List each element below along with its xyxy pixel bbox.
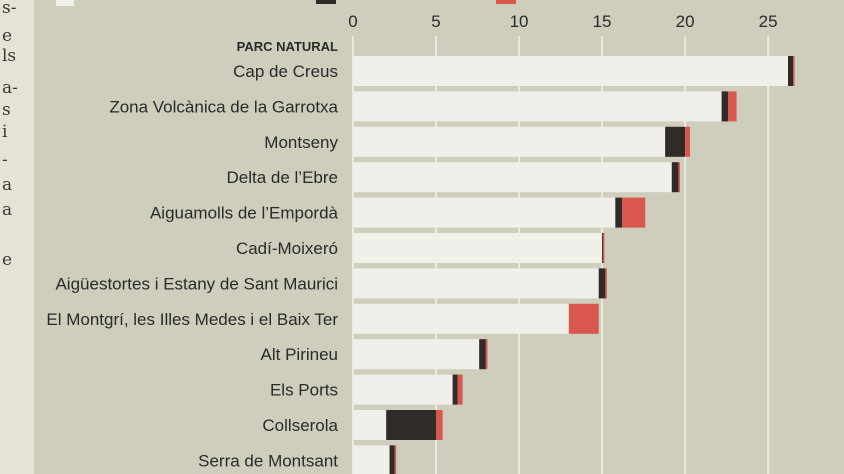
legend-swatch-light xyxy=(56,0,74,6)
legend-strip xyxy=(34,0,824,8)
left-text-column: s- e ls a- s i - a a e xyxy=(0,0,34,474)
bar-segment-dark xyxy=(479,339,486,370)
bar-segment-light xyxy=(353,126,666,157)
legend-swatch-red xyxy=(496,0,516,4)
x-tick-label: 5 xyxy=(431,12,440,31)
bar-segment-light xyxy=(353,410,387,440)
bar-segment-red xyxy=(605,268,607,299)
left-text-fragment: e xyxy=(2,250,13,270)
bar-segment-red xyxy=(457,374,463,405)
category-label: El Montgrí, les Illes Medes i el Baix Te… xyxy=(46,310,338,329)
bar-segment-red xyxy=(678,162,680,193)
category-header: PARC NATURAL xyxy=(237,39,338,54)
left-text-fragment: s- xyxy=(2,0,17,18)
left-text-fragment: - xyxy=(2,150,8,170)
bar-segment-dark xyxy=(602,233,604,263)
category-label: Aigüestortes i Estany de Sant Maurici xyxy=(55,274,338,293)
category-label: Els Ports xyxy=(270,381,338,400)
left-text-fragment: ls xyxy=(2,46,17,66)
bar-segment-dark xyxy=(389,445,395,474)
bar-segment-light xyxy=(353,339,480,370)
bar-segment-dark xyxy=(615,197,622,228)
bar-segment-dark xyxy=(598,268,606,299)
bar-segment-red xyxy=(485,339,488,370)
bar-segment-light xyxy=(353,197,616,228)
bar-segment-red xyxy=(568,303,599,334)
category-label: Cadí-Moixeró xyxy=(236,239,338,258)
category-label: Serra de Montsant xyxy=(198,451,338,470)
bar-segment-red xyxy=(436,410,443,440)
x-tick-label: 15 xyxy=(593,12,612,31)
category-label: Delta de l’Ebre xyxy=(226,168,338,187)
left-text-fragment: a- xyxy=(2,78,18,98)
x-tick-label: 25 xyxy=(759,12,778,31)
bar-segment-red xyxy=(728,91,737,122)
bar-segment-dark xyxy=(386,410,437,440)
category-label: Cap de Creus xyxy=(233,62,338,81)
left-text-fragment: i xyxy=(2,122,8,142)
bar-segment-light xyxy=(353,91,722,122)
bar-segment-red xyxy=(685,126,691,157)
bar-segment-red xyxy=(621,197,646,228)
left-text-fragment: e xyxy=(2,26,13,46)
bar-segment-dark xyxy=(665,126,686,157)
legend-swatch-dark xyxy=(316,0,336,4)
x-tick-label: 20 xyxy=(676,12,695,31)
bar-segment-red xyxy=(602,233,605,263)
left-text-fragment: a xyxy=(2,175,13,195)
bar-segment-dark xyxy=(788,56,793,86)
category-label: Montseny xyxy=(264,133,338,152)
bar-segment-red xyxy=(793,56,795,86)
bar-segment-light xyxy=(353,374,453,405)
bar-segment-light xyxy=(353,268,599,299)
left-text-fragment: a xyxy=(2,200,13,220)
bar-segment-dark xyxy=(671,162,679,193)
x-tick-label: 0 xyxy=(348,12,357,31)
category-label: Aiguamolls de l’Empordà xyxy=(150,204,339,223)
bar-segment-light xyxy=(353,445,390,474)
bar-segment-dark xyxy=(721,91,729,122)
bar-segment-light xyxy=(353,303,569,334)
left-text-fragment: s xyxy=(2,100,11,120)
category-label: Zona Volcànica de la Garrotxa xyxy=(109,97,338,116)
bar-segment-dark xyxy=(452,374,458,405)
bar-segment-red xyxy=(394,445,397,474)
bar-segment-light xyxy=(353,56,789,86)
category-label: Collserola xyxy=(262,416,338,435)
category-label: Alt Pirineu xyxy=(261,345,338,364)
x-tick-label: 10 xyxy=(510,12,529,31)
bar-segment-light xyxy=(353,233,603,263)
bar-segment-light xyxy=(353,162,672,193)
